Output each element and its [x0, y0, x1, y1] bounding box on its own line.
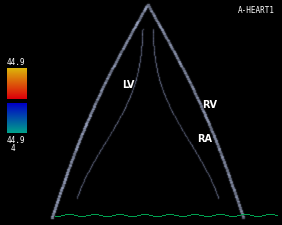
Text: 44.9: 44.9 — [7, 135, 25, 144]
Text: A-HEART1: A-HEART1 — [238, 6, 275, 15]
Text: 4: 4 — [11, 143, 16, 152]
Text: 44.9: 44.9 — [7, 58, 25, 67]
Text: RA: RA — [197, 133, 213, 143]
Text: LV: LV — [122, 80, 134, 90]
Text: RV: RV — [202, 99, 217, 110]
